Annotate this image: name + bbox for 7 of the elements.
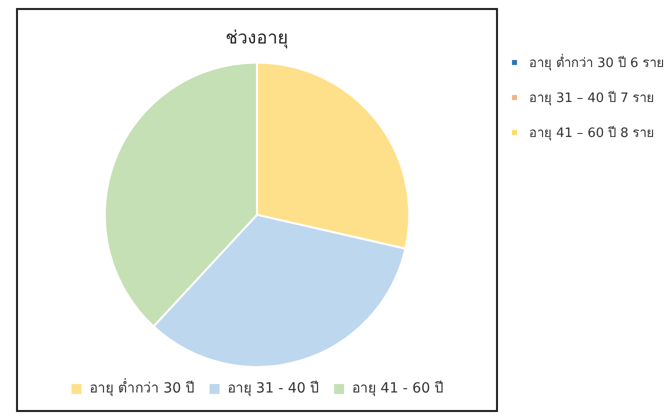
legend-label: อายุ 41 - 60 ปี [352,380,444,397]
text: อายุ ต่ำกว่า 30 ปี 6 ราย [529,52,664,73]
legend-label: อายุ ต่ำกว่า 30 ปี [89,378,195,397]
chart-title: ช่วงอายุ [226,27,288,48]
text: อายุ 31 – 40 ปี 7 ราย [529,90,655,108]
text: อายุ 41 – 60 ปี 8 ราย [529,124,655,143]
legend-label: อายุ 31 - 40 ปี [228,380,320,397]
